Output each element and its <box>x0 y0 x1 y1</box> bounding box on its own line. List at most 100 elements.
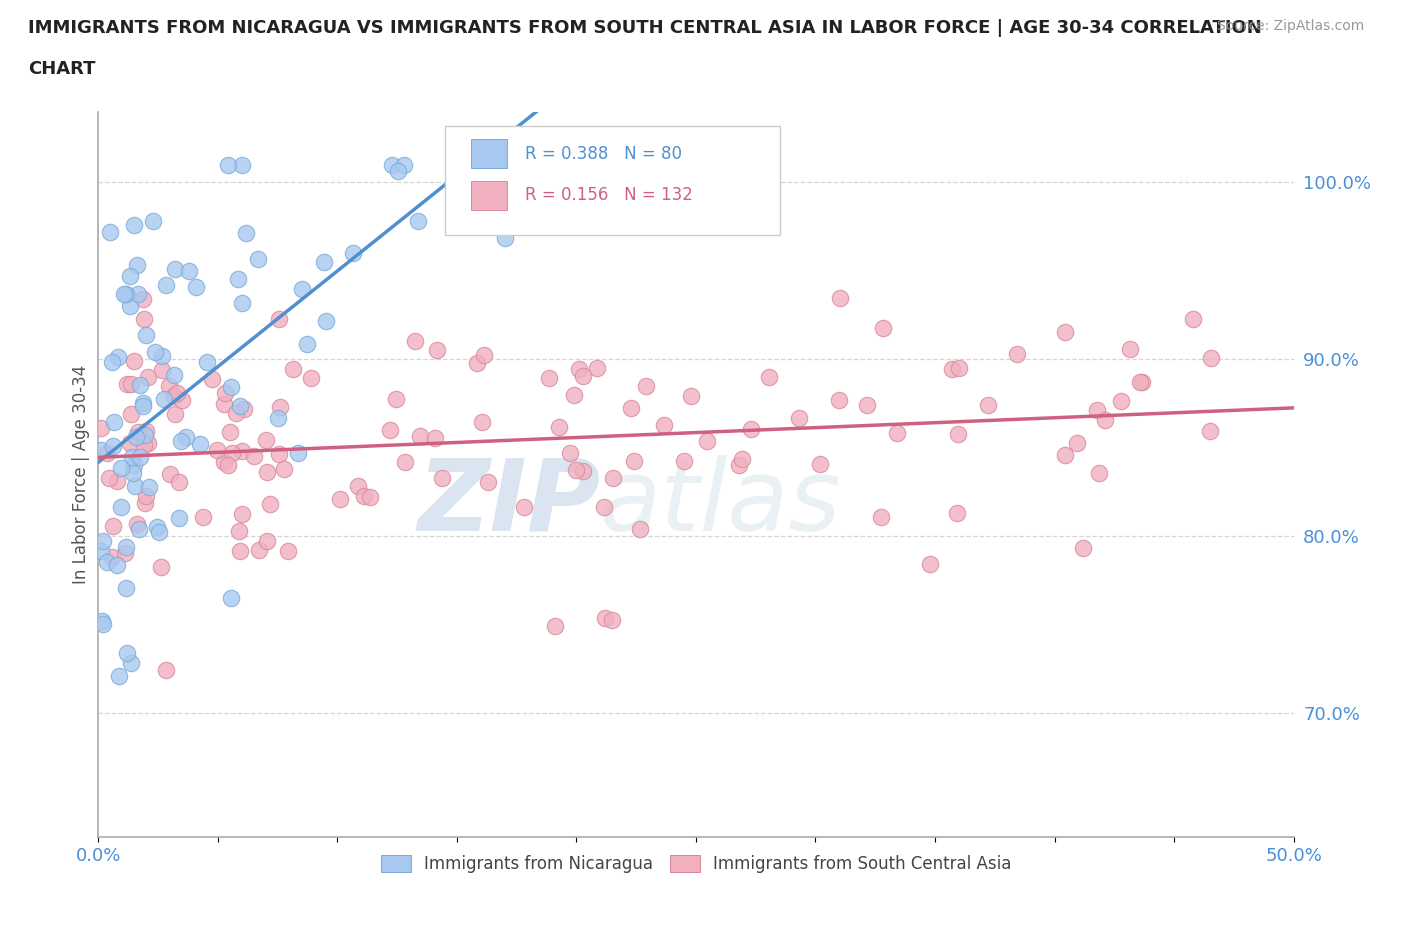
Point <box>886 426 908 441</box>
Point <box>560 446 582 461</box>
Point <box>110 499 132 514</box>
Point <box>449 160 471 175</box>
Point <box>101 518 124 533</box>
Point <box>135 327 157 342</box>
Point <box>184 280 207 295</box>
Point <box>170 433 193 448</box>
Point <box>231 443 253 458</box>
Point <box>269 446 291 461</box>
Point <box>758 370 780 385</box>
Point <box>150 560 173 575</box>
Point <box>128 378 150 392</box>
Point <box>269 400 291 415</box>
Point <box>125 516 148 531</box>
Point <box>654 418 676 432</box>
Point <box>297 337 319 352</box>
Point <box>948 361 970 376</box>
Point <box>114 286 136 301</box>
Point <box>97 471 120 485</box>
Point <box>229 398 252 413</box>
Point <box>247 252 270 267</box>
Point <box>544 618 567 633</box>
Point <box>941 362 963 377</box>
Point <box>394 455 416 470</box>
Point <box>266 410 288 425</box>
Point <box>1198 423 1220 438</box>
Point <box>169 474 191 489</box>
Point <box>565 463 588 478</box>
Point <box>593 611 616 626</box>
Point <box>498 157 520 172</box>
Point <box>136 369 159 384</box>
Point <box>155 663 177 678</box>
FancyBboxPatch shape <box>471 140 508 168</box>
Point <box>195 354 218 369</box>
Point <box>628 522 651 537</box>
Point <box>121 450 143 465</box>
Legend: Immigrants from Nicaragua, Immigrants from South Central Asia: Immigrants from Nicaragua, Immigrants fr… <box>374 848 1018 880</box>
Point <box>740 422 762 437</box>
Point <box>827 393 849 408</box>
Point <box>287 445 309 460</box>
Point <box>115 376 138 391</box>
Point <box>1130 375 1153 390</box>
FancyBboxPatch shape <box>471 180 508 209</box>
Point <box>153 392 176 406</box>
Point <box>188 436 211 451</box>
Point <box>380 423 402 438</box>
Point <box>423 431 446 445</box>
Point <box>152 349 174 364</box>
Point <box>98 224 121 239</box>
Point <box>177 263 200 278</box>
Point <box>163 368 186 383</box>
Point <box>142 213 165 228</box>
Point <box>256 534 278 549</box>
Point <box>1005 347 1028 362</box>
Point <box>205 443 228 458</box>
FancyBboxPatch shape <box>446 126 780 235</box>
Point <box>157 379 180 393</box>
Point <box>214 385 236 400</box>
Point <box>381 157 404 172</box>
Point <box>571 368 593 383</box>
Point <box>148 525 170 539</box>
Point <box>1119 342 1142 357</box>
Point <box>201 371 224 386</box>
Point <box>91 617 114 631</box>
Point <box>243 448 266 463</box>
Point <box>353 488 375 503</box>
Point <box>138 436 160 451</box>
Point <box>620 400 643 415</box>
Point <box>218 424 240 439</box>
Point <box>385 392 408 406</box>
Point <box>673 454 696 469</box>
Point <box>679 389 702 404</box>
Point <box>273 461 295 476</box>
Point <box>1182 312 1205 326</box>
Point <box>409 429 432 444</box>
Point <box>228 524 250 538</box>
Point <box>946 426 969 441</box>
Point <box>101 355 124 370</box>
Point <box>114 545 136 560</box>
Point <box>103 415 125 430</box>
Text: CHART: CHART <box>28 60 96 78</box>
Point <box>787 410 810 425</box>
Point <box>267 312 290 326</box>
Point <box>115 645 138 660</box>
Point <box>636 379 658 393</box>
Point <box>217 157 239 172</box>
Point <box>315 313 337 328</box>
Point <box>135 424 157 439</box>
Point <box>159 466 181 481</box>
Point <box>212 396 235 411</box>
Point <box>231 506 253 521</box>
Point <box>235 226 257 241</box>
Point <box>568 362 591 377</box>
Point <box>110 460 132 475</box>
Point <box>124 479 146 494</box>
Point <box>128 522 150 537</box>
Point <box>120 655 142 670</box>
Point <box>696 433 718 448</box>
Point <box>301 371 323 386</box>
